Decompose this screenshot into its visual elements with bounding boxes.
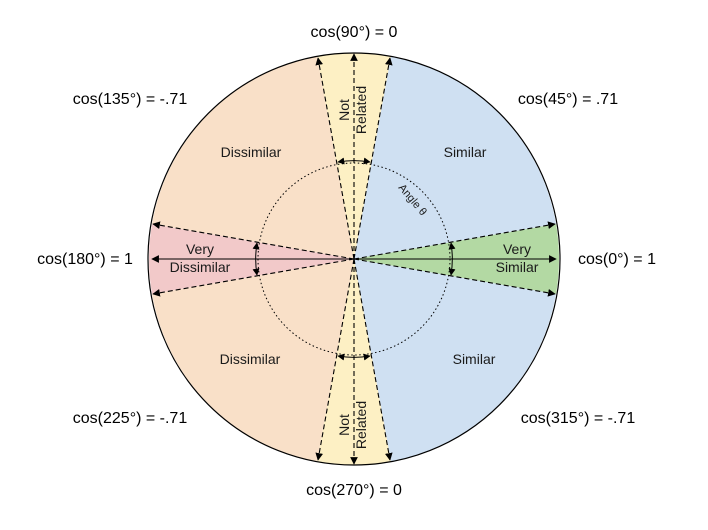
dissimilar-region — [152, 56, 354, 259]
not-related-top-line1: Not — [336, 99, 352, 121]
not-related-bottom-line2: Related — [353, 401, 369, 449]
not-related-region-bottom — [317, 259, 391, 466]
cos-225-label: cos(225°) = -.71 — [73, 410, 188, 427]
cos-270-label: cos(270°) = 0 — [306, 482, 402, 499]
dissimilar-top-label: Dissimilar — [221, 144, 282, 160]
very-similar-label-line2: Similar — [496, 259, 539, 275]
not-related-top-line2: Related — [353, 86, 369, 134]
cos-315-label: cos(315°) = -.71 — [521, 410, 636, 427]
very-dissimilar-label-line1: Very — [186, 241, 214, 257]
dissimilar-bottom-label: Dissimilar — [220, 351, 281, 367]
similar-region — [354, 56, 556, 259]
cos-0-label: cos(0°) = 1 — [578, 251, 656, 268]
dissimilar-region-bottom — [152, 259, 354, 462]
vector-arrows — [151, 53, 557, 465]
cos-135-label: cos(135°) = -.71 — [73, 91, 188, 108]
outer-circle — [147, 52, 561, 466]
cos-180-label: cos(180°) = 1 — [37, 251, 133, 268]
very-similar-label-line1: Very — [503, 241, 531, 257]
cos-45-label: cos(45°) = .71 — [518, 91, 618, 108]
similar-bottom-label: Similar — [453, 351, 496, 367]
not-related-bottom-line1: Not — [336, 414, 352, 436]
similar-region-bottom — [354, 259, 556, 462]
similar-top-label: Similar — [444, 144, 487, 160]
angle-arcs — [252, 157, 456, 361]
not-related-region-top — [317, 52, 391, 260]
very-dissimilar-label-line2: Dissimilar — [170, 259, 231, 275]
cos-90-label: cos(90°) = 0 — [311, 24, 398, 41]
